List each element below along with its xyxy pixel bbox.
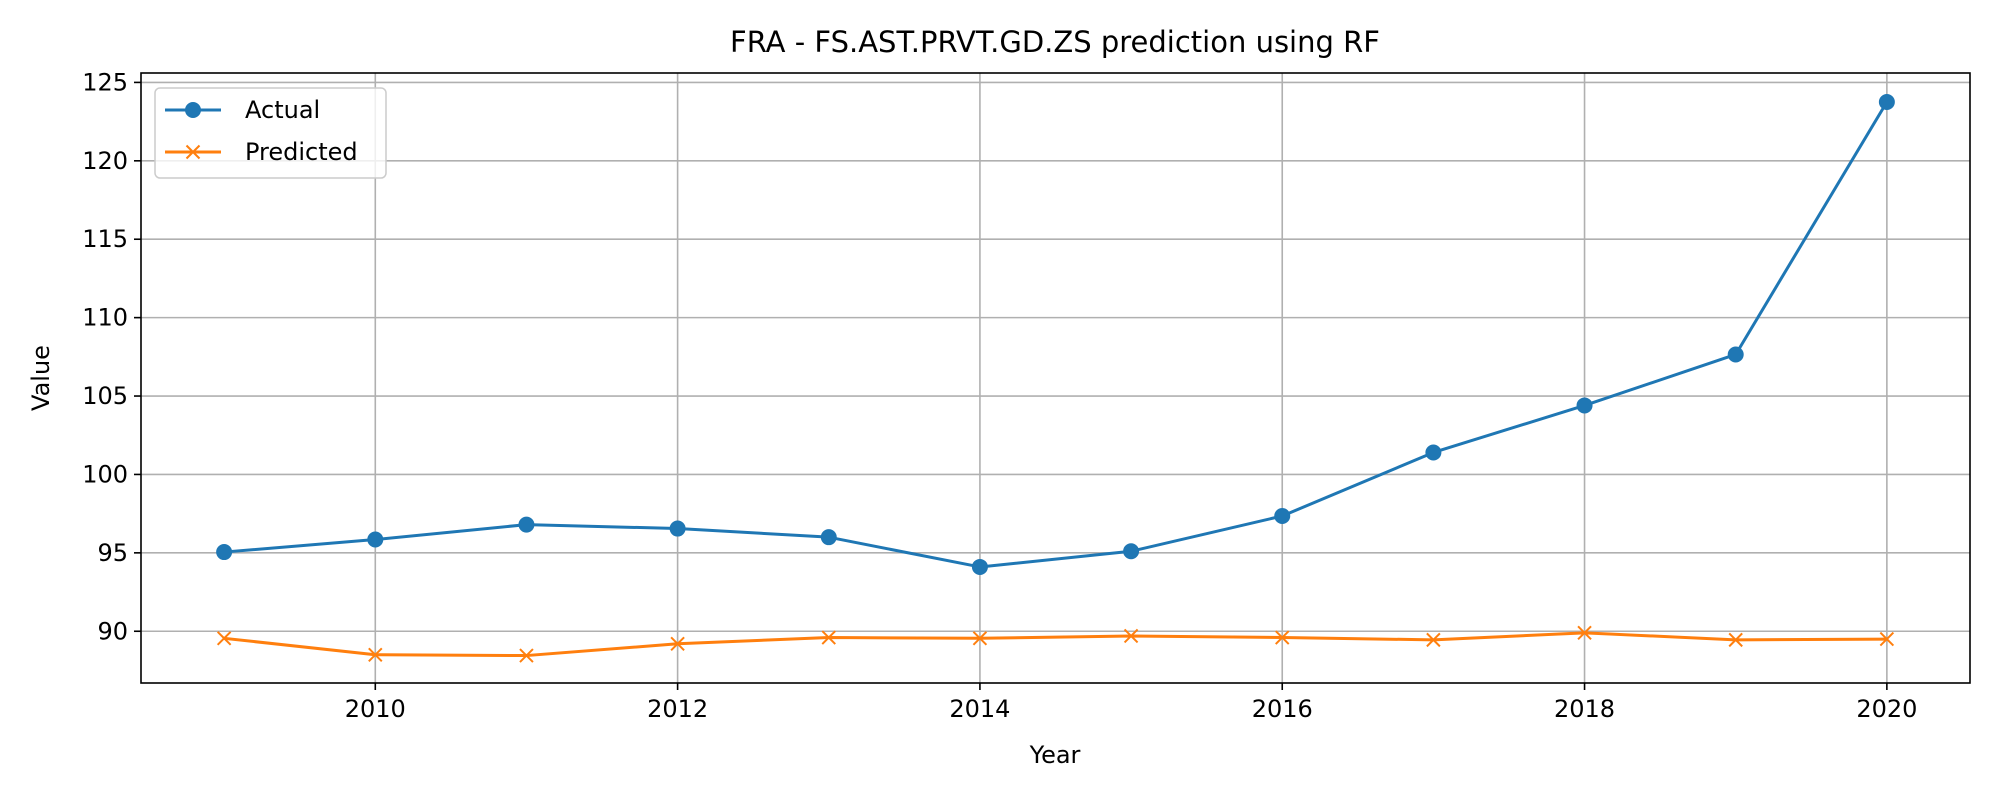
- data-point-predicted-stroke-b: [1879, 631, 1895, 647]
- y-tick-label: 95: [97, 539, 128, 567]
- data-point-predicted-stroke-b: [1728, 632, 1743, 648]
- data-point-predicted-stroke-b: [519, 648, 534, 663]
- data-point-predicted-stroke-b: [1123, 628, 1139, 644]
- series-line-predicted: [222, 631, 1889, 658]
- data-point-predicted: [1728, 632, 1743, 648]
- data-point-predicted: [1426, 632, 1441, 648]
- data-point-actual: [820, 529, 837, 546]
- legend-item-actual: Actual: [165, 96, 320, 124]
- x-tick-label: 2012: [647, 695, 708, 723]
- x-tick-label: 2018: [1554, 695, 1615, 723]
- x-tick-label: 2010: [345, 695, 406, 723]
- series-layer: [216, 94, 1895, 663]
- data-point-predicted-stroke-b: [821, 630, 836, 645]
- x-tick-label: 2020: [1856, 695, 1917, 723]
- data-point-actual: [1576, 397, 1593, 414]
- data-point-actual: [971, 558, 988, 575]
- y-axis-label: Value: [27, 345, 55, 411]
- y-tick-label: 105: [82, 382, 128, 410]
- data-point-actual: [1878, 94, 1895, 111]
- data-point-predicted: [972, 631, 988, 646]
- y-tick-label: 110: [82, 304, 128, 332]
- data-point-predicted: [1577, 625, 1592, 641]
- plot-area-frame: [140, 72, 1971, 684]
- x-tick-label: 2014: [949, 695, 1010, 723]
- y-tick-label: 115: [82, 225, 128, 253]
- y-tick-label: 125: [82, 68, 128, 96]
- data-point-actual: [1727, 346, 1744, 363]
- series-actual: [216, 94, 1895, 575]
- y-tick-label: 120: [82, 147, 128, 175]
- data-point-actual: [1274, 507, 1291, 524]
- data-point-predicted: [216, 631, 232, 646]
- legend-item-predicted: Predicted: [165, 138, 358, 166]
- legend-marker-predicted-stroke-b: [185, 144, 201, 160]
- legend-items: Actual Predicted: [165, 96, 358, 166]
- y-tick-label: 100: [82, 460, 128, 488]
- data-point-predicted-stroke-b: [1426, 632, 1441, 648]
- grid-lines: [141, 73, 1970, 683]
- data-point-predicted: [368, 647, 383, 662]
- data-point-predicted: [519, 648, 534, 663]
- x-axis-label: Year: [1029, 741, 1081, 769]
- x-tick-label: 2016: [1252, 695, 1313, 723]
- data-point-actual: [1123, 543, 1140, 560]
- series-predicted: [216, 625, 1895, 663]
- data-point-predicted-stroke-b: [1577, 625, 1592, 641]
- data-point-predicted: [1123, 628, 1139, 644]
- chart-title: FRA - FS.AST.PRVT.GD.ZS prediction using…: [730, 25, 1380, 59]
- legend-label-predicted: Predicted: [245, 138, 358, 166]
- data-point-predicted: [821, 630, 836, 645]
- legend-marker-actual: [185, 102, 201, 118]
- data-point-predicted-stroke-b: [368, 647, 383, 662]
- data-point-actual: [216, 544, 233, 561]
- data-point-predicted-stroke-b: [1275, 630, 1290, 645]
- data-point-actual: [367, 531, 384, 548]
- data-point-predicted-stroke-b: [216, 631, 232, 646]
- data-point-actual: [518, 516, 535, 533]
- series-line-actual: [222, 99, 1889, 569]
- data-point-actual: [669, 520, 686, 537]
- legend-label-actual: Actual: [245, 96, 320, 124]
- axis-ticks: 2010 2012 2014 2016 2018 2020 90 95 100 105 110 115…: [82, 68, 1917, 723]
- data-point-actual: [1425, 444, 1442, 461]
- y-tick-label: 90: [97, 617, 128, 645]
- data-point-predicted-stroke-b: [972, 631, 988, 646]
- data-point-predicted: [1275, 630, 1290, 645]
- data-point-predicted-stroke-b: [670, 636, 685, 652]
- data-point-predicted: [670, 636, 685, 652]
- data-point-predicted: [1879, 631, 1895, 647]
- legend-marker-predicted: [185, 144, 201, 160]
- legend: Actual Predicted: [154, 87, 387, 179]
